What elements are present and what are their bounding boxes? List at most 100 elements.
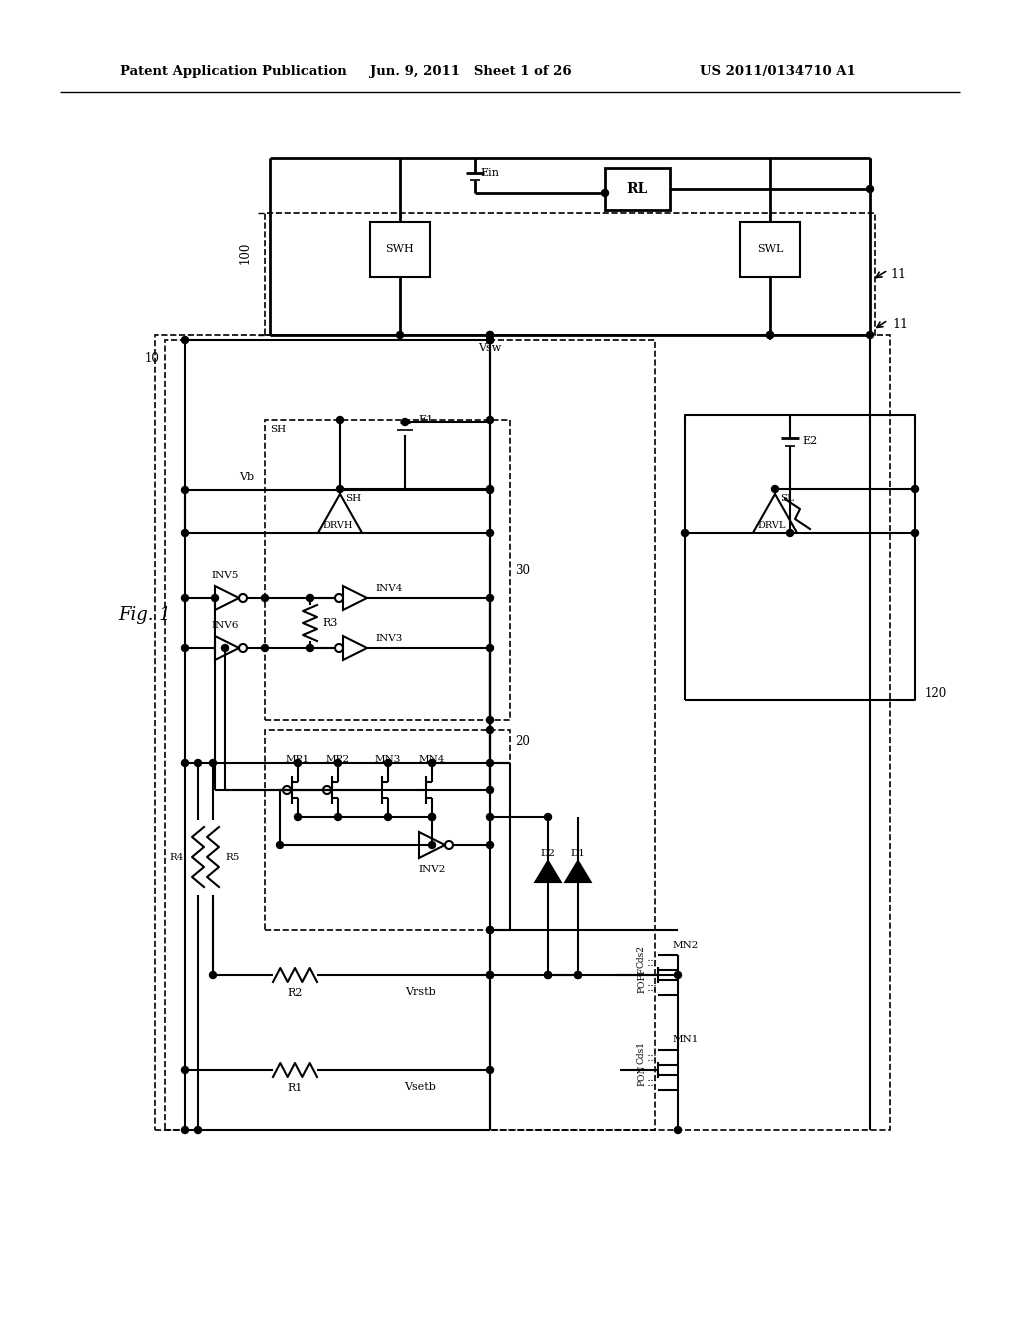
Circle shape bbox=[486, 759, 494, 767]
Circle shape bbox=[911, 486, 919, 492]
Circle shape bbox=[181, 1126, 188, 1134]
Circle shape bbox=[210, 759, 216, 767]
Circle shape bbox=[181, 337, 188, 343]
Polygon shape bbox=[419, 832, 445, 858]
Circle shape bbox=[335, 644, 343, 652]
Circle shape bbox=[675, 972, 682, 978]
Circle shape bbox=[486, 331, 494, 338]
Circle shape bbox=[445, 841, 453, 849]
Text: SL: SL bbox=[780, 494, 794, 503]
Circle shape bbox=[601, 190, 608, 197]
Circle shape bbox=[486, 726, 494, 734]
Text: D2: D2 bbox=[541, 849, 555, 858]
Text: MN2: MN2 bbox=[673, 940, 699, 949]
Text: US 2011/0134710 A1: US 2011/0134710 A1 bbox=[700, 66, 856, 78]
Circle shape bbox=[486, 927, 494, 933]
Circle shape bbox=[428, 842, 435, 849]
Circle shape bbox=[306, 644, 313, 652]
Text: MP1: MP1 bbox=[286, 755, 310, 764]
Text: Fig. 1: Fig. 1 bbox=[118, 606, 171, 624]
Circle shape bbox=[212, 594, 218, 602]
Circle shape bbox=[486, 486, 494, 492]
Circle shape bbox=[771, 486, 778, 492]
Circle shape bbox=[486, 417, 494, 424]
Circle shape bbox=[384, 759, 391, 767]
Circle shape bbox=[181, 759, 188, 767]
Circle shape bbox=[428, 759, 435, 767]
Circle shape bbox=[221, 644, 228, 652]
Circle shape bbox=[239, 594, 247, 602]
Circle shape bbox=[486, 337, 494, 343]
Circle shape bbox=[335, 759, 341, 767]
Text: 120: 120 bbox=[925, 686, 947, 700]
Bar bbox=[265, 420, 510, 719]
Text: MP2: MP2 bbox=[326, 755, 350, 764]
Circle shape bbox=[866, 186, 873, 193]
Text: DRVL: DRVL bbox=[758, 521, 786, 531]
Text: SWH: SWH bbox=[386, 244, 415, 253]
Text: Cds1: Cds1 bbox=[637, 1040, 646, 1064]
Circle shape bbox=[276, 842, 284, 849]
Polygon shape bbox=[343, 636, 367, 660]
Bar bbox=[740, 222, 800, 277]
Text: SWL: SWL bbox=[757, 244, 783, 253]
Text: R3: R3 bbox=[322, 618, 337, 628]
Circle shape bbox=[786, 529, 794, 536]
Circle shape bbox=[486, 594, 494, 602]
Bar bbox=[165, 341, 655, 1130]
Circle shape bbox=[486, 813, 494, 821]
Circle shape bbox=[545, 972, 552, 978]
Text: Patent Application Publication: Patent Application Publication bbox=[120, 66, 347, 78]
Text: DRVH: DRVH bbox=[323, 521, 353, 531]
Bar bbox=[265, 213, 874, 335]
Text: Vsetb: Vsetb bbox=[404, 1082, 436, 1092]
Circle shape bbox=[545, 813, 552, 821]
Circle shape bbox=[486, 337, 494, 343]
Text: INV4: INV4 bbox=[375, 583, 402, 593]
Text: MN1: MN1 bbox=[673, 1035, 699, 1044]
Polygon shape bbox=[536, 861, 560, 882]
Circle shape bbox=[486, 717, 494, 723]
Circle shape bbox=[486, 487, 494, 494]
Circle shape bbox=[911, 529, 919, 536]
Bar bbox=[265, 730, 510, 931]
Polygon shape bbox=[317, 494, 362, 533]
Circle shape bbox=[261, 594, 268, 602]
Text: INV6: INV6 bbox=[211, 620, 239, 630]
Text: E1: E1 bbox=[418, 414, 433, 425]
Circle shape bbox=[486, 529, 494, 536]
Circle shape bbox=[384, 813, 391, 821]
Circle shape bbox=[239, 644, 247, 652]
Text: Vrstb: Vrstb bbox=[404, 987, 435, 997]
Circle shape bbox=[428, 813, 435, 821]
Circle shape bbox=[486, 972, 494, 978]
Text: Cds2: Cds2 bbox=[637, 945, 646, 969]
Circle shape bbox=[486, 644, 494, 652]
Circle shape bbox=[306, 594, 313, 602]
Text: MN3: MN3 bbox=[375, 755, 401, 764]
Circle shape bbox=[337, 486, 343, 492]
Circle shape bbox=[767, 331, 773, 338]
Circle shape bbox=[486, 337, 494, 343]
Text: 11: 11 bbox=[892, 318, 908, 331]
Circle shape bbox=[283, 785, 291, 795]
Circle shape bbox=[428, 813, 435, 821]
Circle shape bbox=[675, 1126, 682, 1134]
Text: INV5: INV5 bbox=[211, 572, 239, 579]
Polygon shape bbox=[215, 586, 239, 610]
Text: INV3: INV3 bbox=[375, 634, 402, 643]
Circle shape bbox=[181, 487, 188, 494]
Text: INV2: INV2 bbox=[419, 865, 445, 874]
Circle shape bbox=[335, 813, 341, 821]
Text: E2: E2 bbox=[802, 436, 817, 446]
Circle shape bbox=[210, 972, 216, 978]
Circle shape bbox=[767, 331, 773, 338]
Circle shape bbox=[401, 418, 409, 425]
Polygon shape bbox=[753, 494, 797, 533]
Text: R2: R2 bbox=[288, 987, 303, 998]
Text: 20: 20 bbox=[515, 735, 529, 748]
Text: Vb: Vb bbox=[240, 473, 255, 482]
Circle shape bbox=[396, 331, 403, 338]
Text: Vsw: Vsw bbox=[478, 343, 502, 352]
Circle shape bbox=[181, 644, 188, 652]
